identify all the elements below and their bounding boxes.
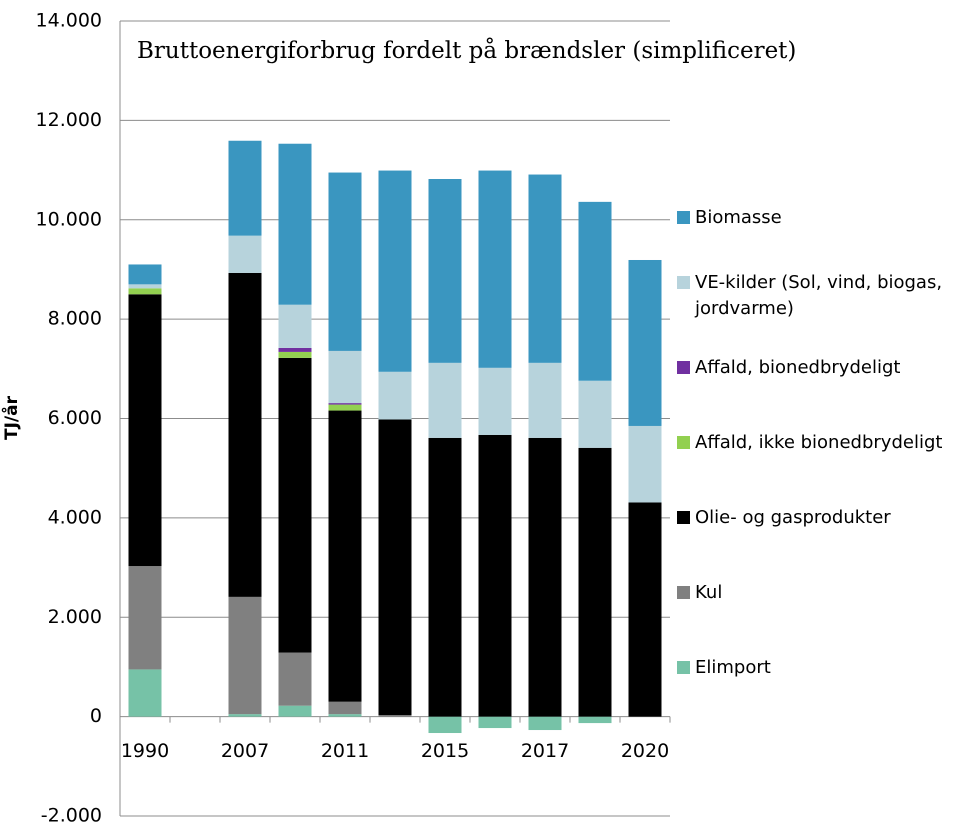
bar-segment [278, 351, 312, 358]
bar-segment [478, 170, 512, 368]
legend-label: Biomasse [695, 207, 782, 228]
y-axis-label: TJ/år [0, 395, 22, 440]
y-tick-label: 2.000 [48, 606, 102, 628]
bar-segment [128, 264, 162, 285]
bar-segment [228, 272, 262, 597]
bar-segment [228, 140, 262, 236]
bar-segment [128, 288, 162, 295]
bar-segment [278, 705, 312, 717]
chart-title: Bruttoenergiforbrug fordelt på brændsler… [137, 37, 796, 64]
legend-item: Affald, ikke bionedbrydeligt [677, 430, 965, 456]
bar-segment [528, 362, 562, 438]
y-tick-label: 0 [90, 705, 102, 727]
bar-segment [328, 410, 362, 702]
legend-label: Olie- og gasprodukter [695, 507, 891, 528]
bar-segment [128, 294, 162, 567]
bar-segment [328, 350, 362, 404]
bar-segment [578, 447, 612, 717]
bar-segment [378, 371, 412, 420]
bar-segment [328, 404, 362, 411]
bar-segment [228, 714, 262, 717]
bar-segment [428, 437, 462, 717]
legend-label: Elimport [695, 657, 771, 678]
legend-item: VE-kilder (Sol, vind, biogas, jordvarme) [677, 270, 965, 322]
bar-segment [428, 716, 462, 734]
legend-item: Kul [677, 580, 965, 606]
legend-swatch [677, 361, 690, 374]
legend-swatch [677, 511, 690, 524]
bar-segment [128, 669, 162, 717]
bar-segment [578, 716, 612, 724]
y-tick-label: 14.000 [36, 10, 102, 32]
bar-segment [378, 170, 412, 372]
bar-segment [528, 174, 562, 363]
bar-segment [128, 566, 162, 670]
bar-segment [278, 304, 312, 348]
bar-segment [628, 425, 662, 503]
legend-item: Affald, bionedbrydeligt [677, 355, 965, 381]
legend-swatch [677, 276, 690, 289]
legend-label: VE-kilder (Sol, vind, biogas, jordvarme) [695, 272, 943, 319]
legend-item: Elimport [677, 655, 965, 681]
bar-segment [578, 201, 612, 381]
bar-segment [328, 403, 362, 405]
legend-swatch [677, 661, 690, 674]
bar-segment [428, 362, 462, 438]
bar-segment [228, 235, 262, 273]
x-tick-label: 2015 [421, 740, 469, 762]
y-tick-label: 6.000 [48, 407, 102, 429]
bar-segment [278, 143, 312, 305]
y-tick-label: 10.000 [36, 208, 102, 230]
y-tick-label: 8.000 [48, 308, 102, 330]
bar-segment [278, 347, 312, 352]
bar-segment [628, 259, 662, 426]
bar-segment [428, 179, 462, 363]
y-tick-label: -2.000 [41, 805, 102, 825]
legend-swatch [677, 436, 690, 449]
legend-swatch [677, 211, 690, 224]
x-tick-label: 2017 [521, 740, 569, 762]
legend-label: Affald, ikke bionedbrydeligt [695, 432, 943, 453]
x-tick-label: 2007 [221, 740, 269, 762]
y-tick-label: 4.000 [48, 506, 102, 528]
bar-segment [328, 172, 362, 351]
legend-swatch [677, 586, 690, 599]
legend-item: Olie- og gasprodukter [677, 505, 965, 531]
bar-segment [278, 652, 312, 706]
bar-segment [278, 357, 312, 653]
bar-segment [378, 715, 412, 717]
bar-segment [478, 434, 512, 717]
bar-segment [528, 716, 562, 731]
bar-segment [228, 596, 262, 715]
bar-segment [378, 419, 412, 716]
bar-segment [478, 367, 512, 435]
bar-segment [478, 716, 512, 729]
bar-segment [328, 714, 362, 717]
bar-segment [328, 701, 362, 715]
y-tick-label: 12.000 [36, 109, 102, 131]
legend-label: Kul [695, 582, 723, 603]
bar-segment [128, 284, 162, 289]
x-tick-label: 1990 [121, 740, 169, 762]
legend-item: Biomasse [677, 205, 965, 231]
bar-segment [578, 380, 612, 448]
bar-segment [628, 502, 662, 717]
x-tick-label: 2020 [621, 740, 669, 762]
x-tick-label: 2011 [321, 740, 369, 762]
bar-segment [528, 437, 562, 717]
legend-label: Affald, bionedbrydeligt [695, 357, 901, 378]
